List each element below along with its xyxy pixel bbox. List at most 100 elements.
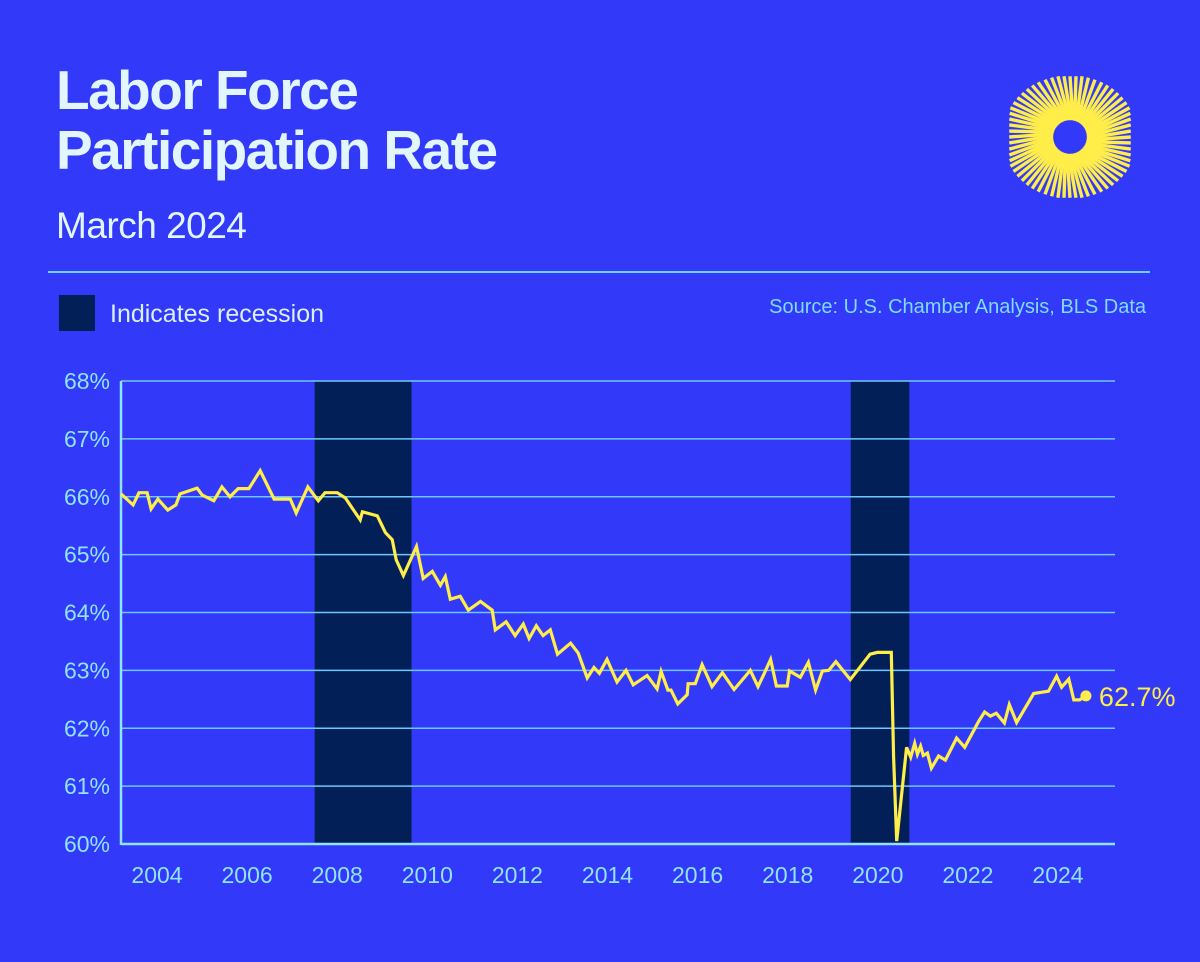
x-tick-label: 2014 bbox=[582, 862, 633, 888]
logo-ray bbox=[1072, 76, 1078, 121]
logo-ray bbox=[1084, 101, 1128, 132]
logo-ray bbox=[1009, 140, 1055, 168]
y-axis-ticks: 60% 61% 62% 63% 64% 65% 66% 67% 68% bbox=[64, 368, 110, 857]
x-tick-label: 2016 bbox=[672, 862, 723, 888]
logo-ray bbox=[1086, 123, 1132, 139]
logo-ray bbox=[1009, 106, 1058, 129]
logo-ray bbox=[1076, 77, 1091, 123]
logo-ray bbox=[1049, 151, 1064, 197]
logo-ray bbox=[1020, 145, 1058, 183]
logo-ray bbox=[1077, 79, 1097, 124]
logo-ray bbox=[1036, 149, 1061, 193]
logo-ray bbox=[1086, 139, 1131, 145]
logo-ray bbox=[1085, 106, 1131, 134]
logo-ray bbox=[1009, 132, 1054, 139]
logo-ray bbox=[1074, 76, 1084, 122]
y-tick-label: 60% bbox=[64, 831, 110, 857]
logo-ray bbox=[1020, 91, 1062, 125]
x-tick-label: 2008 bbox=[312, 862, 363, 888]
logo-ray bbox=[1050, 77, 1070, 121]
series-line bbox=[119, 467, 1087, 842]
logo-ray bbox=[1085, 141, 1131, 151]
logo-ray bbox=[1012, 142, 1056, 173]
logo-ray bbox=[1081, 87, 1115, 128]
logo-ray bbox=[1086, 117, 1132, 137]
title-line-2: Participation Rate bbox=[56, 119, 498, 181]
logo-ray bbox=[1083, 96, 1124, 131]
recession-legend-swatch bbox=[59, 295, 95, 331]
logo-ray bbox=[1075, 151, 1110, 190]
axes bbox=[119, 381, 1115, 846]
logo-ray bbox=[1078, 149, 1120, 183]
x-axis-ticks: 2004 2006 2008 2010 2012 2014 2016 2018 2020 2022… bbox=[131, 862, 1083, 888]
x-tick-label: 2004 bbox=[131, 862, 182, 888]
logo-ray bbox=[1083, 144, 1131, 163]
logo-ray bbox=[1008, 117, 1056, 131]
logo-ray bbox=[1008, 135, 1054, 151]
y-tick-label: 67% bbox=[64, 426, 110, 452]
logo-ray bbox=[1025, 146, 1059, 187]
end-value-label: 62.7% bbox=[1099, 682, 1176, 712]
y-tick-label: 66% bbox=[64, 484, 110, 510]
logo-ray bbox=[1086, 135, 1131, 142]
header-divider bbox=[48, 271, 1150, 273]
logo-ray bbox=[1072, 152, 1097, 196]
y-tick-label: 68% bbox=[64, 368, 110, 394]
logo-ray bbox=[1016, 96, 1060, 126]
chart-subtitle: March 2024 bbox=[56, 205, 247, 246]
gridlines bbox=[121, 380, 1115, 787]
chart-title: Labor Force Participation Rate bbox=[56, 59, 498, 181]
logo-ray bbox=[1077, 150, 1115, 187]
logo-ray bbox=[1079, 81, 1104, 125]
logo-ray bbox=[1086, 129, 1132, 141]
logo-center bbox=[1054, 121, 1086, 153]
logo-ray bbox=[1009, 111, 1057, 130]
logo-ray bbox=[1081, 147, 1128, 173]
logo-ray bbox=[1008, 139, 1055, 163]
logo-ray bbox=[1084, 143, 1132, 157]
logo-ray bbox=[1082, 145, 1131, 168]
end-point-marker bbox=[1080, 690, 1092, 702]
x-tick-label: 2010 bbox=[402, 862, 453, 888]
source-note: Source: U.S. Chamber Analysis, BLS Data bbox=[769, 296, 1146, 318]
logo-ray bbox=[1009, 123, 1055, 133]
y-tick-label: 63% bbox=[64, 657, 110, 683]
title-line-1: Labor Force bbox=[56, 59, 359, 121]
logo-ray bbox=[1030, 84, 1065, 123]
y-tick-label: 65% bbox=[64, 542, 110, 568]
x-tick-label: 2012 bbox=[492, 862, 543, 888]
logo-ray bbox=[1085, 111, 1132, 135]
logo-ray bbox=[1068, 76, 1075, 121]
logo-ray bbox=[1025, 87, 1063, 124]
logo-ray bbox=[1068, 153, 1084, 199]
logo-ray bbox=[1080, 84, 1110, 126]
logo-ray bbox=[1066, 153, 1078, 199]
logo-ray bbox=[1062, 75, 1074, 121]
logo-ray bbox=[1080, 148, 1124, 178]
x-tick-label: 2022 bbox=[942, 862, 993, 888]
sunburst-logo-icon bbox=[1008, 75, 1132, 199]
x-tick-label: 2024 bbox=[1032, 862, 1083, 888]
logo-ray bbox=[1073, 152, 1104, 193]
logo-ray bbox=[1008, 133, 1054, 145]
logo-ray bbox=[1012, 101, 1059, 127]
logo-ray bbox=[1036, 81, 1067, 122]
logo-ray bbox=[1082, 91, 1120, 129]
y-tick-label: 61% bbox=[64, 773, 110, 799]
logo-ray bbox=[1043, 78, 1068, 122]
logo-ray bbox=[1056, 75, 1072, 121]
x-tick-label: 2020 bbox=[852, 862, 903, 888]
logo-ray bbox=[1043, 150, 1063, 195]
logo-ray bbox=[1008, 137, 1054, 157]
y-tick-label: 62% bbox=[64, 715, 110, 741]
x-tick-label: 2006 bbox=[222, 862, 273, 888]
logo-ray bbox=[1016, 143, 1057, 178]
y-tick-label: 64% bbox=[64, 600, 110, 626]
logo-ray bbox=[1070, 153, 1090, 197]
logo-ray bbox=[1030, 148, 1060, 190]
recession-legend-label: Indicates recession bbox=[110, 300, 325, 328]
x-tick-label: 2018 bbox=[762, 862, 813, 888]
logo-ray bbox=[1056, 152, 1066, 198]
logo-ray bbox=[1065, 153, 1072, 198]
